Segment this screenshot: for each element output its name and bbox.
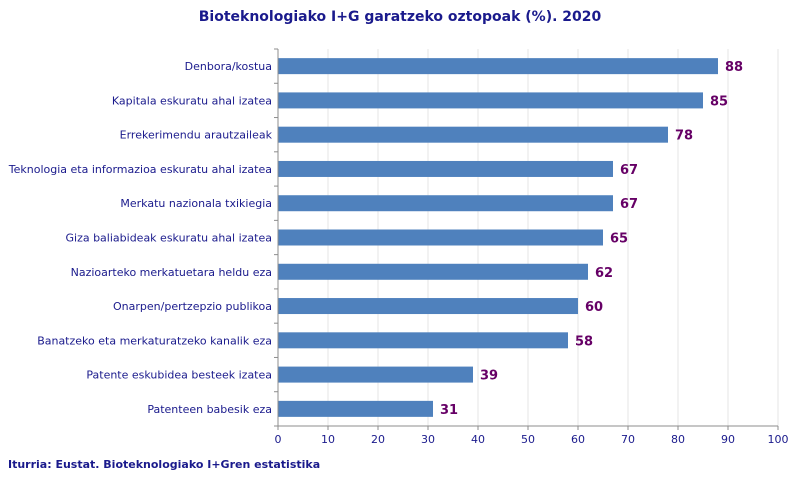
data-label: 67 xyxy=(620,197,638,212)
category-label: Patenteen babesik eza xyxy=(147,403,272,416)
category-label: Nazioarteko merkatuetara heldu eza xyxy=(71,266,272,279)
category-label: Teknologia eta informazioa eskuratu ahal… xyxy=(8,163,272,176)
bar xyxy=(278,126,668,143)
bar xyxy=(278,400,433,417)
data-label: 67 xyxy=(620,163,638,178)
bar xyxy=(278,332,568,349)
x-tick-label: 40 xyxy=(471,433,485,446)
data-label: 78 xyxy=(675,129,693,144)
bar xyxy=(278,366,473,383)
category-label: Patente eskubidea besteek izatea xyxy=(86,369,272,382)
bar xyxy=(278,160,613,177)
labels: 0 10 20 30 40 50 60 70 80 90 100 Denbora/kostua 88 Ka… xyxy=(8,60,789,446)
data-label: 39 xyxy=(480,369,498,384)
x-tick-label: 70 xyxy=(621,433,635,446)
source-note: Iturria: Eustat. Bioteknologiako I+Gren … xyxy=(8,458,321,471)
bars xyxy=(278,58,718,417)
data-label: 65 xyxy=(610,232,628,247)
x-tick-label: 0 xyxy=(275,433,282,446)
data-label: 60 xyxy=(585,300,603,315)
data-label: 58 xyxy=(575,334,593,349)
data-label: 62 xyxy=(595,266,613,281)
axes xyxy=(274,48,779,430)
x-tick-label: 100 xyxy=(768,433,789,446)
chart-title: Bioteknologiako I+G garatzeko oztopoak (… xyxy=(198,9,602,25)
bar xyxy=(278,229,603,246)
data-label: 85 xyxy=(710,94,728,109)
x-tick-label: 10 xyxy=(321,433,335,446)
data-label: 88 xyxy=(725,60,743,75)
category-label: Giza baliabideak eskuratu ahal izatea xyxy=(65,232,272,245)
bar xyxy=(278,263,588,280)
x-tick-label: 80 xyxy=(671,433,685,446)
data-label: 31 xyxy=(440,403,458,418)
bar xyxy=(278,298,578,315)
x-tick-label: 30 xyxy=(421,433,435,446)
x-tick-label: 50 xyxy=(521,433,535,446)
category-label: Merkatu nazionala txikiegia xyxy=(120,197,272,210)
x-tick-label: 60 xyxy=(571,433,585,446)
x-tick-label: 90 xyxy=(721,433,735,446)
category-label: Kapitala eskuratu ahal izatea xyxy=(112,94,272,107)
category-label: Onarpen/pertzepzio publikoa xyxy=(113,300,272,313)
bar xyxy=(278,92,703,109)
x-tick-label: 20 xyxy=(371,433,385,446)
category-label: Denbora/kostua xyxy=(185,60,272,73)
category-label: Banatzeko eta merkaturatzeko kanalik eza xyxy=(37,334,272,347)
category-label: Errekerimendu arautzaileak xyxy=(120,129,273,142)
bar xyxy=(278,195,613,212)
bar xyxy=(278,58,718,75)
